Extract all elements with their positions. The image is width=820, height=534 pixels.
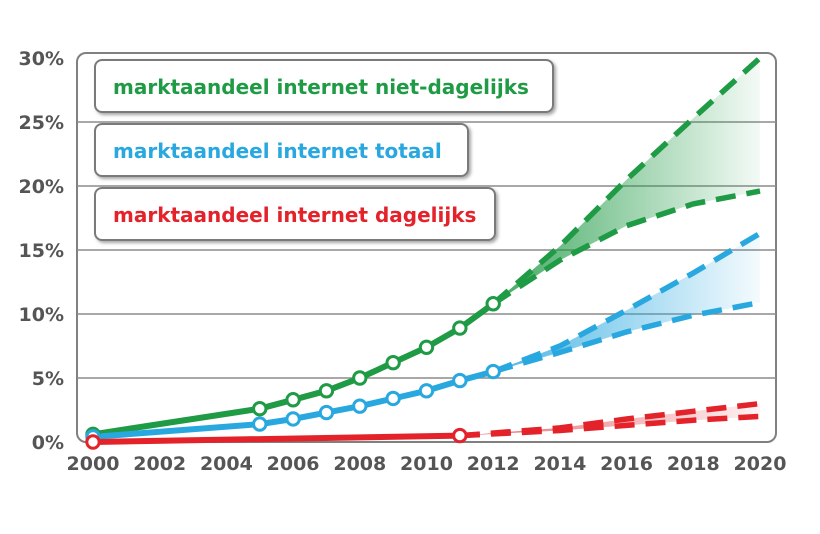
data-point [385,354,401,371]
x-tick-label: 2004 [200,453,253,475]
data-point [452,320,468,336]
gridlines [77,121,776,379]
data-point [485,296,501,312]
legend: marktaandeel internet niet-dagelijks mark… [94,59,554,241]
y-tick-label: 20% [19,176,64,198]
data-point [352,398,368,414]
data-point [385,390,401,407]
x-tick-label: 2000 [67,453,120,475]
data-point [252,401,268,417]
data-point [318,383,335,399]
x-tick-label: 2010 [400,453,453,475]
data-point [452,427,468,444]
data-point [418,383,435,399]
projection-low-line [459,413,761,439]
data-point [285,411,301,427]
data-point [318,404,335,421]
data-point [285,392,301,408]
x-tick-label: 2016 [600,453,653,475]
y-tick-label: 5% [32,368,64,390]
series-line [90,432,463,445]
x-tick-label: 2002 [133,453,186,475]
y-tick-label: 10% [19,304,64,326]
legend-box [94,187,496,241]
y-tick-label: 0% [32,432,64,454]
y-tick-label: 25% [19,112,64,134]
legend-label: marktaandeel internet niet-dagelijks [113,75,529,99]
x-tick-label: 2008 [333,453,386,475]
x-tick-label: 2012 [467,453,520,475]
data-point [452,372,468,389]
x-axis-ticks: 2000 2002 2004 2006 2008 2010 2012 2014 2016 2018… [67,453,787,475]
y-axis-ticks: 0% 5% 10% 15% 20% 25% 30% [19,48,64,454]
legend-box [94,59,554,113]
x-tick-label: 2020 [734,453,787,475]
x-tick-label: 2006 [267,453,320,475]
data-point [252,416,268,432]
legend-label: marktaandeel internet dagelijks [113,203,476,227]
x-tick-label: 2018 [667,453,720,475]
data-point [352,370,368,386]
projection-band [459,403,760,436]
data-point [418,339,435,355]
legend-box [94,123,469,177]
projection-low-line [492,299,761,375]
projection-band [493,233,760,372]
x-tick-label: 2014 [533,453,586,475]
legend-label: marktaandeel internet totaal [113,139,442,163]
projection-high-line [492,231,762,375]
data-point [85,434,101,450]
projection-bands [459,58,760,436]
data-points [85,296,501,450]
projection-band [493,58,760,304]
y-tick-label: 15% [19,240,64,262]
data-point [485,363,501,380]
y-tick-label: 30% [19,48,64,70]
